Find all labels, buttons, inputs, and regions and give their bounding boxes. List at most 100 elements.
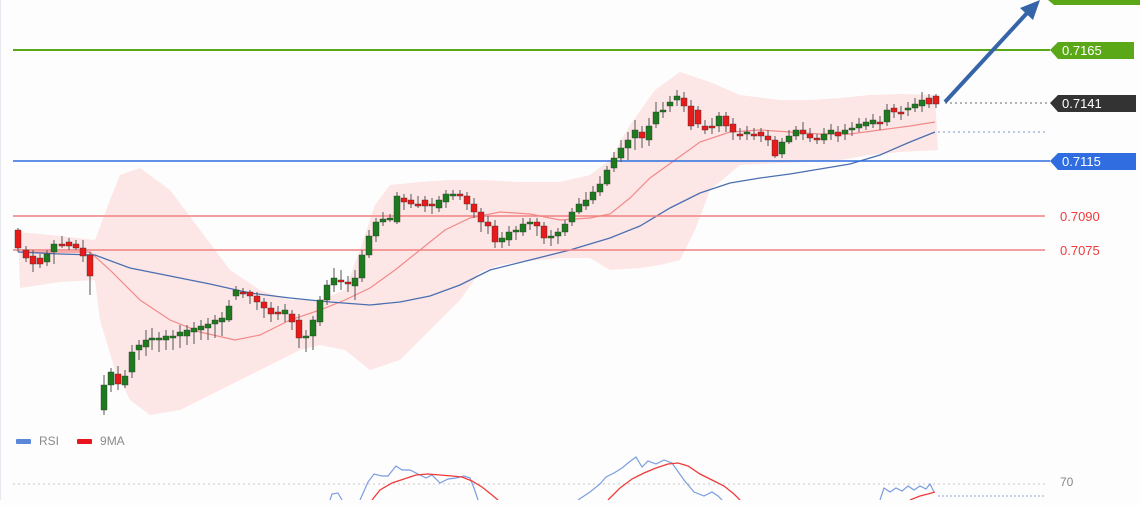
- bullish-candle: [624, 139, 632, 149]
- bullish-candle: [715, 115, 723, 127]
- bearish-candle: [267, 307, 275, 315]
- bullish-candle: [225, 305, 233, 321]
- bullish-candle: [610, 157, 618, 169]
- top-partial-price-tag: [1048, 0, 1140, 5]
- bullish-candle: [862, 121, 870, 127]
- bullish-candle: [582, 199, 590, 207]
- legend-rsi-label: RSI: [39, 434, 60, 448]
- bullish-candle: [820, 133, 828, 141]
- bearish-candle: [533, 221, 541, 227]
- bullish-candle: [128, 351, 136, 373]
- bullish-candle: [603, 169, 611, 185]
- bullish-candle: [449, 193, 457, 197]
- bullish-candle: [121, 375, 129, 386]
- bullish-candle: [211, 319, 219, 325]
- bullish-candle: [645, 125, 653, 141]
- bearish-candle: [14, 229, 22, 249]
- bullish-candle: [561, 223, 569, 233]
- bearish-candle: [484, 221, 492, 227]
- rsi-9ma-line: [371, 462, 936, 501]
- bullish-candle: [365, 235, 373, 256]
- bullish-candle: [547, 235, 555, 239]
- bearish-candle: [729, 123, 737, 133]
- bullish-candle: [302, 335, 310, 339]
- bullish-candle: [435, 199, 443, 209]
- legend-item-9ma[interactable]: 9MA: [77, 434, 125, 448]
- support-price-tag: 0.7115: [1050, 153, 1136, 170]
- bullish-candle: [848, 127, 856, 131]
- bullish-candle: [596, 183, 604, 193]
- legend-item-rsi[interactable]: RSI: [16, 434, 59, 448]
- bearish-candle: [799, 129, 807, 135]
- bearish-candle: [708, 125, 716, 129]
- bullish-candle: [323, 284, 331, 301]
- bullish-candle: [498, 237, 506, 243]
- bullish-candle: [43, 253, 51, 263]
- bearish-candle: [22, 249, 30, 259]
- bullish-candle: [169, 335, 177, 339]
- bearish-candle: [246, 291, 254, 297]
- bearish-candle: [701, 125, 709, 131]
- fast-moving-average: [18, 121, 936, 341]
- bullish-candle: [316, 299, 324, 323]
- bullish-candle: [792, 129, 800, 137]
- bearish-candle: [491, 225, 499, 243]
- ma-swatch-icon: [77, 438, 93, 444]
- bearish-candle: [344, 281, 352, 285]
- rsi-legend: RSI 9MA: [16, 434, 125, 448]
- bullish-candle: [393, 195, 401, 223]
- bearish-candle: [58, 243, 66, 247]
- bearish-candle: [771, 139, 779, 157]
- bullish-candle: [568, 211, 576, 223]
- bullish-candle: [351, 277, 359, 287]
- bullish-candle: [148, 337, 156, 341]
- bearish-candle: [86, 254, 94, 277]
- bearish-candle: [813, 137, 821, 141]
- bearish-candle: [414, 203, 422, 207]
- bearish-candle: [114, 373, 122, 385]
- bullish-candle: [526, 221, 534, 225]
- bullish-candle: [554, 231, 562, 237]
- resistance-1-label: 0.7090: [1060, 209, 1100, 224]
- bearish-candle: [463, 195, 471, 205]
- bullish-candle: [281, 309, 289, 315]
- target-price-label: 0.7165: [1062, 43, 1102, 58]
- bullish-candle: [358, 254, 366, 279]
- trend-arrow-icon: [943, 0, 1040, 104]
- bullish-candle: [673, 95, 681, 101]
- bearish-candle: [876, 121, 884, 125]
- bearish-candle: [736, 133, 744, 137]
- bullish-candle: [575, 203, 583, 213]
- bearish-candle: [337, 279, 345, 283]
- bullish-candle: [869, 119, 877, 125]
- bullish-candle: [197, 325, 205, 331]
- bearish-candle: [421, 199, 429, 207]
- bullish-candle: [911, 103, 919, 109]
- bearish-candle: [722, 115, 730, 127]
- bullish-candle: [589, 191, 597, 201]
- bearish-candle: [274, 311, 282, 315]
- bullish-candle: [176, 331, 184, 337]
- bearish-candle: [428, 203, 436, 207]
- bearish-candle: [407, 199, 415, 205]
- bullish-candle: [386, 217, 394, 221]
- bearish-candle: [890, 107, 898, 113]
- bullish-candle: [631, 129, 639, 139]
- bearish-candle: [540, 225, 548, 239]
- bearish-candle: [260, 301, 268, 309]
- bollinger-band: [18, 72, 938, 415]
- bullish-candle: [743, 131, 751, 135]
- bullish-candle: [309, 319, 317, 337]
- bullish-candle: [107, 371, 115, 386]
- bearish-candle: [288, 313, 296, 323]
- bearish-candle: [253, 295, 261, 303]
- bullish-candle: [855, 123, 863, 129]
- bullish-candle: [827, 129, 835, 135]
- bullish-candle: [100, 384, 108, 411]
- bullish-candle: [883, 109, 891, 123]
- bullish-candle: [505, 231, 513, 241]
- legend-9ma-label: 9MA: [100, 434, 125, 448]
- bullish-candle: [232, 289, 240, 297]
- bullish-candle: [142, 339, 150, 348]
